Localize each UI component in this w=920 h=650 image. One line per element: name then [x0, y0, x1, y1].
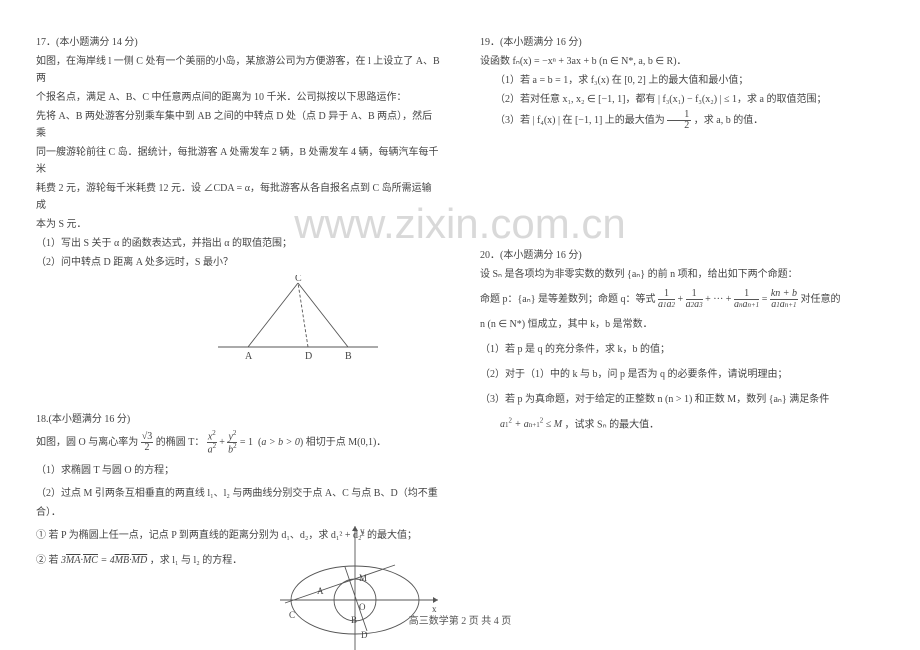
q20-s3b-suf: ，试求 Sₙ 的最大值． — [565, 419, 660, 430]
q20-p-tex: 1 a1a2 + 1 a2a3 + ··· + 1 anan+1 = kn + … — [658, 289, 798, 310]
q17-header: 17．(本小题满分 14 分) — [36, 34, 440, 51]
q18-sub1: （1）求椭圆 T 与圆 O 的方程； — [36, 462, 440, 479]
q18-eq-mid: 的椭圆 T： — [156, 437, 205, 448]
q18-figure: OMxyABCD — [270, 522, 440, 650]
svg-text:D: D — [305, 351, 312, 362]
q19-header: 19．(本小题满分 16 分) — [480, 34, 884, 51]
q19-s3-suf: ，求 a, b 的值． — [694, 115, 763, 126]
q20-s2: （2）对于（1）中的 k 与 b，问 p 是否为 q 的必要条件，请说明理由； — [480, 366, 884, 383]
svg-text:C: C — [295, 275, 302, 284]
q20-s3b: a12 + an+12 ≤ M ，试求 Sₙ 的最大值． — [480, 416, 884, 433]
ellipse-diagram: OMxyABCD — [270, 522, 440, 650]
q17-line4: 同一艘游轮前往 C 岛．据统计，每批游客 A 处需发车 2 辆，B 处需发车 4… — [36, 144, 440, 178]
svg-text:M: M — [359, 573, 367, 583]
q18-c2-pre: ② 若 — [36, 555, 61, 566]
q19-s3-pre: （3）若 | f₄(x) | 在 [−1, 1] 上的最大值为 — [495, 115, 667, 126]
q17-line6: 本为 S 元． — [36, 216, 440, 233]
page-body: 17．(本小题满分 14 分) 如图，在海岸线 l 一侧 C 处有一个美丽的小岛… — [0, 0, 920, 610]
q17-figure: A D B C — [36, 275, 440, 371]
q19-def: 设函数 fₙ(x) = −xⁿ + 3ax + b (n ∈ N*, a, b … — [480, 53, 884, 70]
q17-line3: 先将 A、B 两处游客分别乘车集中到 AB 之间的中转点 D 处（点 D 异于 … — [36, 108, 440, 142]
q20-header: 20．(本小题满分 16 分) — [480, 247, 884, 264]
q17-line5: 耗费 2 元，游轮每千米耗费 12 元．设 ∠CDA = α，每批游客从各自报名… — [36, 180, 440, 214]
q20-l1: 设 Sₙ 是各项均为非零实数的数列 {aₙ} 的前 n 项和，给出如下两个命题： — [480, 266, 884, 283]
q18-c2-suf: ，求 l₁ 与 l₂ 的方程． — [150, 555, 243, 566]
q17-sub2: （2）问中转点 D 距离 A 处多远时，S 最小？ — [36, 254, 440, 271]
q17-sub1: （1）写出 S 关于 α 的函数表达式，并指出 α 的取值范围； — [36, 235, 440, 252]
q18-eq-pre: 如图，圆 O 与离心率为 — [36, 437, 141, 448]
q17-line1: 如图，在海岸线 l 一侧 C 处有一个美丽的小岛，某旅游公司为方便游客，在 l … — [36, 53, 440, 87]
svg-text:y: y — [360, 526, 365, 536]
q20-s3b-tex: a12 + an+12 ≤ M — [500, 419, 562, 430]
left-column: 17．(本小题满分 14 分) 如图，在海岸线 l 一侧 C 处有一个美丽的小岛… — [24, 30, 452, 610]
q20-l2: n (n ∈ N*) 恒成立，其中 k，b 是常数． — [480, 316, 884, 333]
q18-ecc: √3 2 — [141, 432, 154, 453]
svg-text:A: A — [245, 351, 253, 362]
q19-s1: （1）若 a = b = 1，求 f₃(x) 在 [0, 2] 上的最大值和最小… — [480, 72, 884, 89]
svg-text:B: B — [351, 615, 357, 625]
svg-text:A: A — [317, 586, 324, 596]
q18-eq-ellipse: x2 a2 + y2 b2 = 1 (a > b > 0) — [207, 430, 303, 456]
q18-c2-tex: 3MA·MC = 4MB·MD — [61, 555, 147, 566]
q18-c2: ② 若 3MA·MC = 4MB·MD ，求 l₁ 与 l₂ 的方程． — [36, 552, 270, 569]
q18-sub2: （2）过点 M 引两条互相垂直的两直线 l₁、l₂ 与两曲线分别交于点 A、C … — [36, 485, 440, 502]
q18-header: 18.(本小题满分 16 分) — [36, 411, 440, 428]
svg-text:O: O — [359, 602, 366, 612]
svg-text:B: B — [345, 351, 352, 362]
q18-eq-line: 如图，圆 O 与离心率为 √3 2 的椭圆 T： x2 a2 + y2 b2 =… — [36, 430, 440, 456]
q20-p-line: 命题 p：{aₙ} 是等差数列；命题 q：等式 1 a1a2 + 1 a2a3 … — [480, 289, 884, 310]
q19-s3-frac: 1 2 — [667, 110, 691, 131]
right-column: 19．(本小题满分 16 分) 设函数 fₙ(x) = −xⁿ + 3ax + … — [452, 30, 896, 610]
svg-text:D: D — [361, 630, 368, 640]
q19-s2: （2）若对任意 x₁, x₂ ∈ [−1, 1]，都有 | f₃(x₁) − f… — [480, 91, 884, 108]
q18-sub2b: 合）． — [36, 504, 440, 521]
q17-line2: 个报名点，满足 A、B、C 中任意两点间的距离为 10 千米．公司拟按以下思路运… — [36, 89, 440, 106]
svg-text:C: C — [289, 610, 295, 620]
triangle-diagram: A D B C — [208, 275, 388, 365]
q20-s1: （1）若 p 是 q 的充分条件，求 k，b 的值； — [480, 341, 884, 358]
q18-eq-suf: 相切于点 M(0,1)． — [306, 437, 387, 448]
q20-p-pre: 命题 p：{aₙ} 是等差数列；命题 q：等式 — [480, 294, 658, 305]
q20-p-suf: 对任意的 — [801, 294, 841, 305]
q19-s3: （3）若 | f₄(x) | 在 [−1, 1] 上的最大值为 1 2 ，求 a… — [480, 110, 884, 131]
q20-s3a: （3）若 p 为真命题，对于给定的正整数 n (n > 1) 和正数 M，数列 … — [480, 391, 884, 408]
